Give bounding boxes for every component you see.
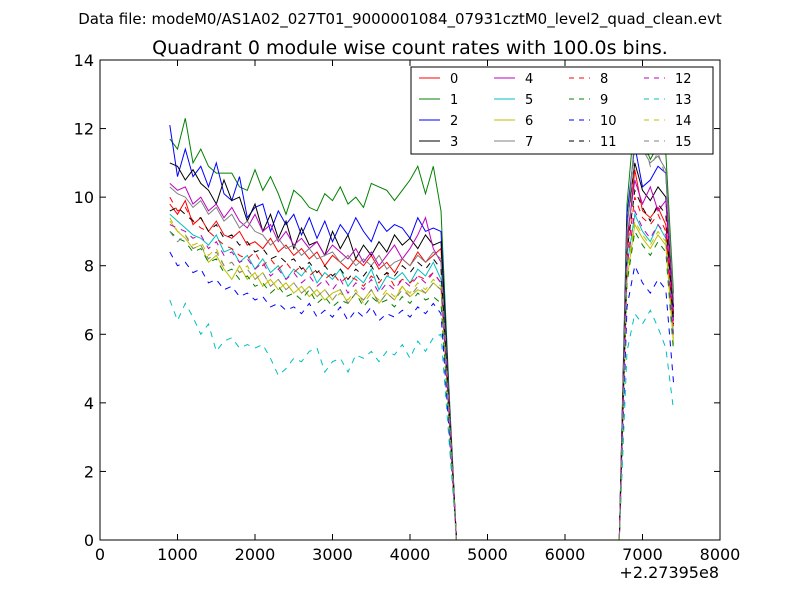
legend-label-4: 4 [525,72,533,87]
plot-frame [99,59,721,541]
y-tick-label: 10 [74,188,94,207]
legend-label-15: 15 [675,135,692,150]
x-tick-label: 1000 [157,545,198,564]
legend-label-13: 13 [675,93,692,108]
legend-label-3: 3 [450,135,458,150]
legend-box [410,66,714,155]
legend-label-11: 11 [600,135,617,150]
x-tick-label: 7000 [622,545,663,564]
x-offset-label: +2.27395e8 [619,563,719,582]
series-line-11 [169,188,674,541]
x-tick-label: 5000 [467,545,508,564]
series-line-9 [169,229,674,541]
x-tick-label: 2000 [235,545,276,564]
legend-label-6: 6 [525,114,533,129]
x-tick-label: 8000 [700,545,741,564]
legend-label-12: 12 [675,72,692,87]
x-tick-label: 4000 [390,545,431,564]
legend-label-8: 8 [600,72,608,87]
x-tick-label: 0 [95,545,105,564]
y-tick-label: 6 [84,325,94,344]
legend-label-1: 1 [450,93,458,108]
y-tick-label: 14 [74,51,94,70]
y-tick-label: 12 [74,120,94,139]
y-tick-label: 0 [84,531,94,550]
legend-label-5: 5 [525,93,533,108]
y-tick-label: 8 [84,257,94,276]
x-tick-label: 3000 [312,545,353,564]
y-tick-label: 4 [84,394,94,413]
data-file-label: Data file: modeM0/AS1A02_027T01_90000010… [78,10,722,29]
legend-label-7: 7 [525,135,533,150]
legend-label-10: 10 [600,114,617,129]
legend-label-2: 2 [450,114,458,129]
tick-layer: 0 1000 2000 3000 4000 5000 6000 7000 80000246810… [74,51,741,564]
x-tick-label: 6000 [545,545,586,564]
legend-label-0: 0 [450,72,458,87]
chart-title: Quadrant 0 module wise count rates with … [152,37,668,59]
legend-label-9: 9 [600,93,608,108]
y-tick-label: 2 [84,462,94,481]
legend-label-14: 14 [675,114,692,129]
